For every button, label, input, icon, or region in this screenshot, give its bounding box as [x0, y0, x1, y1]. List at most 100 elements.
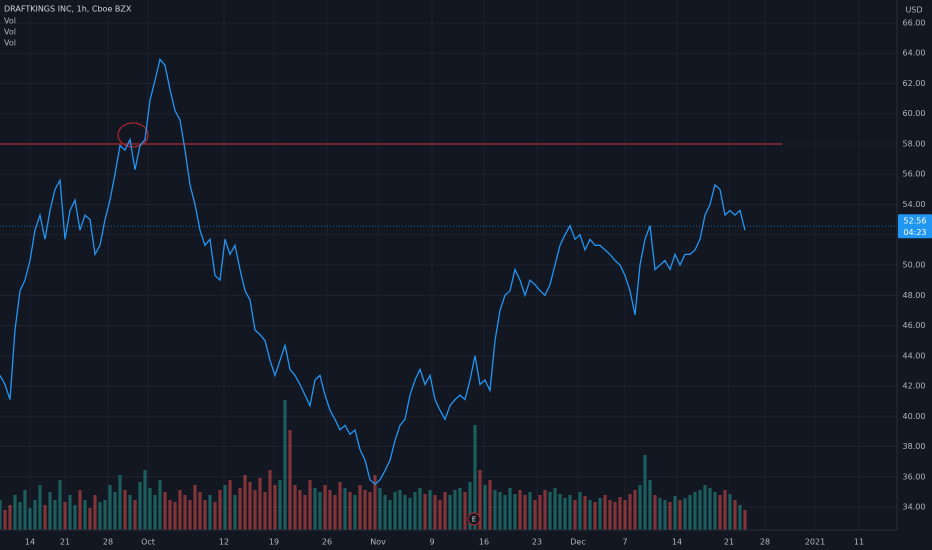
- volume-bar: [703, 485, 707, 530]
- volume-bar: [0, 500, 2, 530]
- volume-bar: [668, 502, 672, 530]
- volume-bar: [318, 492, 322, 530]
- volume-bar: [348, 492, 352, 530]
- volume-bar: [233, 495, 237, 530]
- y-tick-label: 36.00: [903, 472, 926, 481]
- volume-bar: [363, 490, 367, 530]
- volume-bar: [388, 500, 392, 530]
- volume-bar: [33, 500, 37, 530]
- y-tick-label: 42.00: [903, 382, 926, 391]
- volume-bar: [713, 492, 717, 530]
- volume-bar: [553, 488, 557, 530]
- x-tick-label: 9: [429, 538, 434, 547]
- volume-bar: [178, 490, 182, 530]
- volume-bar: [8, 505, 12, 530]
- x-tick-label: Oct: [141, 538, 155, 547]
- volume-bar: [213, 502, 217, 530]
- volume-bar: [128, 495, 132, 530]
- volume-bar: [698, 490, 702, 530]
- volume-bar: [723, 490, 727, 530]
- x-tick-label: 19: [269, 538, 279, 547]
- volume-bar: [718, 495, 722, 530]
- volume-bar: [133, 500, 137, 530]
- volume-bar: [23, 490, 27, 530]
- currency-label: USD: [905, 6, 922, 15]
- volume-bar: [238, 488, 242, 530]
- volume-bar: [63, 502, 67, 530]
- y-tick-label: 38.00: [903, 442, 926, 451]
- x-tick-label: 2021: [805, 538, 825, 547]
- volume-bar: [253, 490, 257, 530]
- volume-bar: [158, 480, 162, 530]
- volume-bar: [588, 500, 592, 530]
- x-tick-label: Dec: [570, 538, 585, 547]
- volume-bar: [258, 478, 262, 530]
- volume-bar: [73, 505, 77, 530]
- x-tick-label: 28: [760, 538, 770, 547]
- volume-bar: [38, 485, 42, 530]
- volume-bar: [353, 495, 357, 530]
- volume-bar: [573, 500, 577, 530]
- volume-bar: [503, 495, 507, 530]
- volume-bar: [328, 490, 332, 530]
- y-tick-label: 62.00: [903, 79, 926, 88]
- x-tick-label: 7: [622, 538, 627, 547]
- chart-title: DRAFTKINGS INC, 1h, Cboe BZX: [4, 5, 132, 14]
- volume-bar: [83, 500, 87, 530]
- volume-bar: [188, 500, 192, 530]
- x-tick-label: 23: [532, 538, 542, 547]
- volume-bar: [543, 490, 547, 530]
- price-line: [0, 57, 746, 486]
- volume-bar: [113, 492, 117, 530]
- volume-bar: [103, 500, 107, 530]
- volume-bar: [168, 500, 172, 530]
- volume-bar: [533, 500, 537, 530]
- x-tick-label: 21: [60, 538, 70, 547]
- x-tick-label: 12: [219, 538, 229, 547]
- volume-bar: [428, 490, 432, 530]
- volume-bar: [263, 492, 267, 530]
- volume-bar: [43, 505, 47, 530]
- volume-bar: [648, 480, 652, 530]
- volume-bar: [18, 502, 22, 530]
- volume-bar: [323, 485, 327, 530]
- volume-bar: [288, 430, 292, 530]
- volume-bar: [183, 495, 187, 530]
- volume-bar: [393, 492, 397, 530]
- volume-bar: [623, 500, 627, 530]
- volume-bar: [443, 492, 447, 530]
- volume-bar: [88, 508, 92, 530]
- y-tick-label: 46.00: [903, 321, 926, 330]
- volume-bar: [743, 510, 747, 530]
- volume-bar: [53, 500, 57, 530]
- y-tick-label: 44.00: [903, 351, 926, 360]
- volume-bar: [223, 485, 227, 530]
- volume-bar: [423, 494, 427, 530]
- volume-bar: [683, 498, 687, 530]
- volume-bar: [453, 490, 457, 530]
- volume-bar: [493, 490, 497, 530]
- volume-bar: [538, 495, 542, 530]
- volume-bar: [193, 485, 197, 530]
- volume-bar: [448, 495, 452, 530]
- x-tick-label: 28: [103, 538, 113, 547]
- volume-bar: [483, 485, 487, 530]
- volume-bar: [603, 495, 607, 530]
- volume-bar: [278, 480, 282, 530]
- volume-bar: [298, 490, 302, 530]
- volume-bar: [613, 502, 617, 530]
- volume-bar: [333, 495, 337, 530]
- volume-bar: [578, 492, 582, 530]
- last-price-box: [898, 214, 932, 239]
- volume-bar: [498, 492, 502, 530]
- volume-bar: [458, 488, 462, 530]
- volume-bar: [358, 485, 362, 530]
- volume-bar: [523, 495, 527, 530]
- volume-bar: [3, 510, 7, 530]
- volume-bar: [78, 490, 82, 530]
- volume-bar: [13, 495, 17, 530]
- volume-bar: [93, 495, 97, 530]
- earnings-marker: [467, 512, 481, 526]
- y-tick-label: 48.00: [903, 291, 926, 300]
